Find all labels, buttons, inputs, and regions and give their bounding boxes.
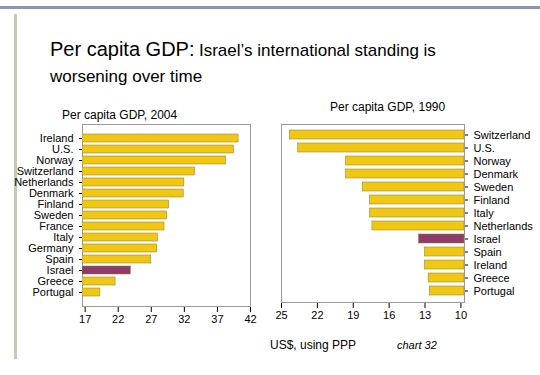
svg-text:U.S.: U.S. xyxy=(474,142,495,154)
svg-text:27: 27 xyxy=(145,313,157,325)
svg-text:Portugal: Portugal xyxy=(33,286,74,298)
html-text:Per capita GDP, 2004: Per capita GDP, 2004 xyxy=(62,108,178,122)
svg-text:Norway: Norway xyxy=(474,155,512,167)
svg-text:Spain: Spain xyxy=(474,246,502,258)
svg-text:Switzerland: Switzerland xyxy=(474,129,531,141)
svg-text:Denmark: Denmark xyxy=(474,168,519,180)
html-text:US$, using PPP: US$, using PPP xyxy=(270,338,356,352)
svg-text:16: 16 xyxy=(383,309,395,321)
svg-text:Sweden: Sweden xyxy=(33,209,74,221)
svg-text:Finland: Finland xyxy=(474,194,510,206)
svg-text:Germany: Germany xyxy=(28,242,74,254)
svg-text:Ireland: Ireland xyxy=(474,259,508,271)
svg-text:Israel: Israel xyxy=(474,233,501,245)
html-text:Per capita GDP, 1990: Per capita GDP, 1990 xyxy=(330,100,446,114)
svg-text:19: 19 xyxy=(347,309,359,321)
svg-text:Netherlands: Netherlands xyxy=(474,220,534,232)
svg-text:Ireland: Ireland xyxy=(39,132,74,144)
svg-text:U.S.: U.S. xyxy=(52,143,74,155)
svg-text:Italy: Italy xyxy=(474,207,495,219)
html-text:Per capita GDP: Israel’s inter: Per capita GDP: Israel’s international s… xyxy=(50,38,436,86)
svg-text:22: 22 xyxy=(112,313,124,325)
svg-text:Israel: Israel xyxy=(46,264,74,276)
svg-text:Netherlands: Netherlands xyxy=(14,176,74,188)
svg-text:Denmark: Denmark xyxy=(28,187,74,199)
svg-text:10: 10 xyxy=(455,309,467,321)
svg-text:13: 13 xyxy=(419,309,431,321)
svg-text:Italy: Italy xyxy=(53,231,74,243)
html-text:chart 32: chart 32 xyxy=(397,339,437,351)
svg-text:France: France xyxy=(39,220,74,232)
svg-text:Greece: Greece xyxy=(474,272,510,284)
svg-text:37: 37 xyxy=(211,313,223,325)
svg-text:42: 42 xyxy=(244,313,256,325)
svg-text:32: 32 xyxy=(178,313,190,325)
svg-text:Switzerland: Switzerland xyxy=(16,165,74,177)
svg-text:Finland: Finland xyxy=(37,198,74,210)
svg-text:Greece: Greece xyxy=(37,275,74,287)
svg-text:Sweden: Sweden xyxy=(474,181,514,193)
svg-text:Norway: Norway xyxy=(36,154,74,166)
svg-text:17: 17 xyxy=(79,313,91,325)
svg-text:Portugal: Portugal xyxy=(474,285,515,297)
svg-text:22: 22 xyxy=(311,309,323,321)
svg-text:Spain: Spain xyxy=(45,253,74,265)
svg-text:25: 25 xyxy=(275,309,287,321)
